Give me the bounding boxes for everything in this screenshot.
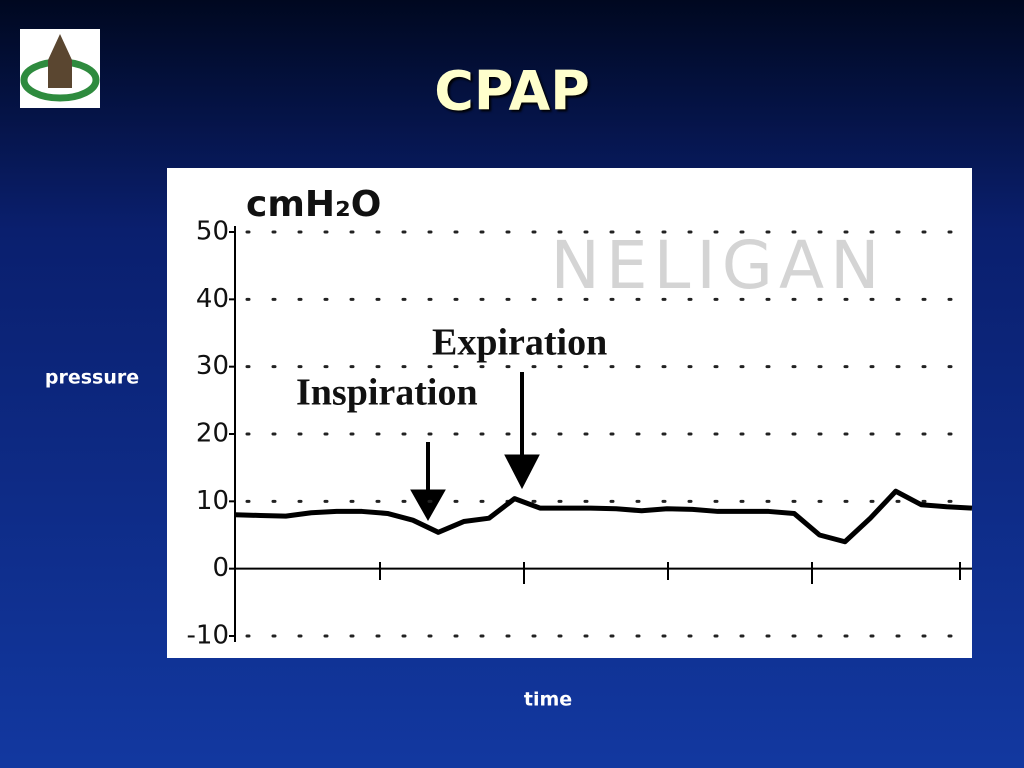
y-tick-label: 10 [196,486,229,516]
slide-title: CPAP [434,60,590,123]
watermark: NELIGAN [551,227,886,304]
x-tick-marks [379,562,961,584]
y-tick-label: 40 [196,284,229,314]
y-tick-label: 20 [196,419,229,449]
y-axis-label: pressure [45,367,139,389]
y-tick-label: 30 [196,351,229,381]
chart-image [167,168,972,658]
y-tick-label: 0 [212,553,229,583]
arrows [410,372,540,522]
x-axis-label: time [524,689,572,711]
y-tick-label: 50 [196,217,229,247]
annotation: Inspiration [296,372,478,414]
annotation: Expiration [432,322,607,364]
y-tick-label: -10 [187,621,229,651]
unit-label: cmH₂O [246,184,381,225]
logo [20,29,100,108]
pressure-line [234,488,973,545]
